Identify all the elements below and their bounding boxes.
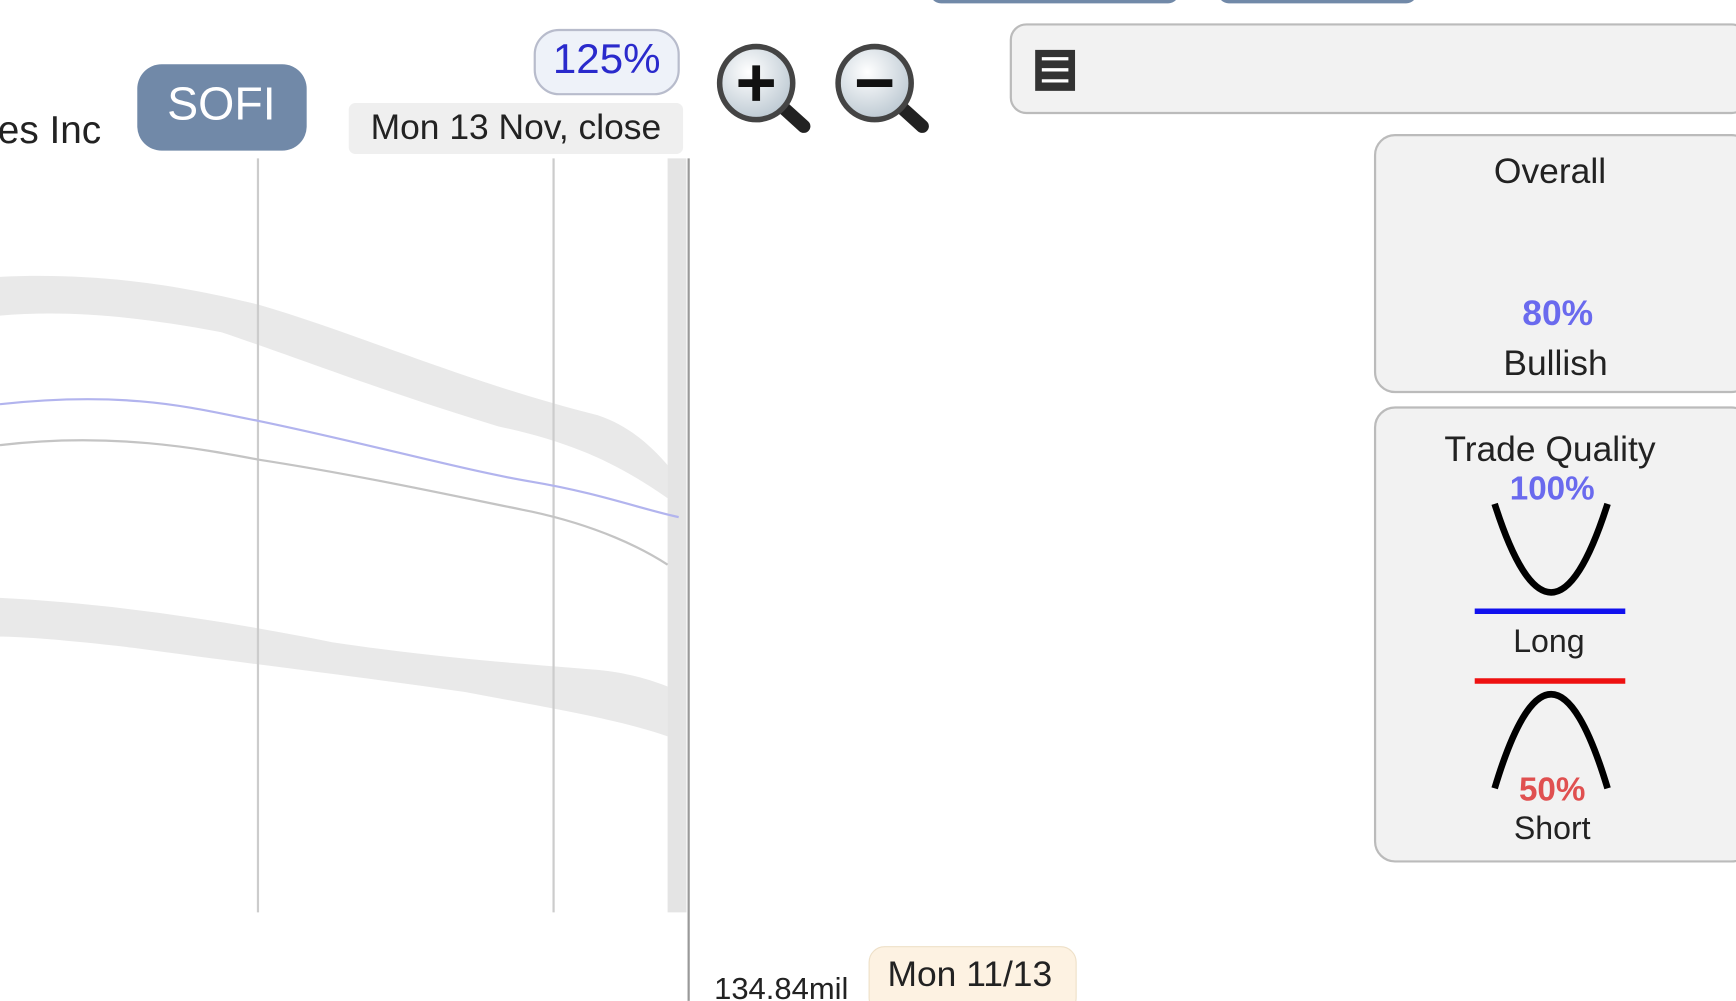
tq-title: Trade Quality [1444,429,1656,469]
overall-value: 80% [1522,293,1593,333]
tq-long-name: Long [1513,623,1584,659]
signals-panel [1009,23,1736,115]
tq-long-value: 100% [1510,470,1595,507]
short-curve [1491,690,1611,790]
menu-icon[interactable] [1035,49,1076,91]
zoom-text: 125% [553,35,661,82]
ma-envelope [0,597,668,737]
tq-short-name: Short [1514,810,1591,846]
tab[interactable] [930,0,1179,4]
overall-title: Overall [1494,151,1606,191]
ma200-line [0,439,669,566]
zoom-in[interactable] [716,43,811,133]
tq-short-value: 50% [1519,771,1585,808]
volume-label: 134.84mil [714,971,848,1001]
zoom-out[interactable] [835,43,929,133]
symbol: SOFI [167,78,275,130]
ma50-line [0,398,679,519]
current-day-shade [667,158,687,913]
ma-envelope [0,275,668,499]
tab[interactable] [1218,0,1417,4]
symbol-button[interactable] [137,64,307,151]
trade-quality-panel [1373,406,1736,863]
date-tag [868,946,1077,1001]
zoom-level[interactable] [533,28,680,96]
long-curve [1491,502,1611,596]
company-name: es Inc [0,109,101,152]
overall-verdict: Bullish [1503,343,1607,383]
date-box [348,103,684,154]
date-tag-text: Mon 11/13 [888,954,1053,994]
date-text: Mon 13 Nov, close [371,107,662,147]
overall-panel [1373,134,1736,394]
